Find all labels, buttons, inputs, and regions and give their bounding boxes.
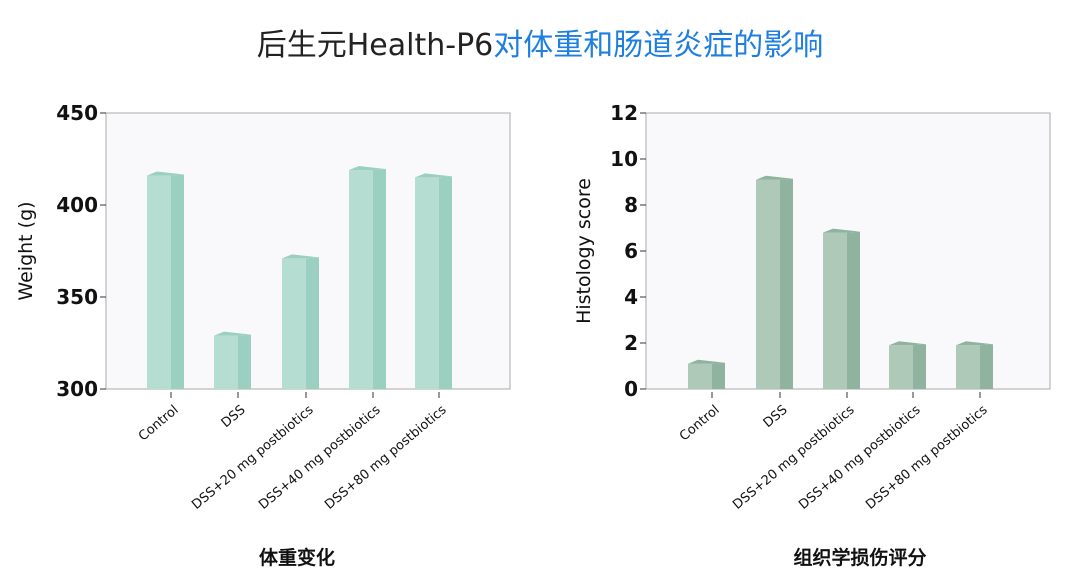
bar-side (439, 176, 452, 389)
bar-side (780, 178, 793, 389)
bar-top (147, 171, 184, 176)
bar-top (688, 359, 725, 364)
bar-front (956, 345, 980, 389)
bar-front (214, 335, 238, 389)
x-tick-label: DSS (761, 403, 791, 432)
bar-side (712, 362, 725, 389)
bar-side (238, 334, 251, 389)
x-tick-label: DSS+20 mg postbiotics (189, 402, 317, 512)
y-tick-label: 350 (56, 285, 98, 309)
x-tick-label: DSS+80 mg postbiotics (322, 402, 450, 512)
y-tick-label: 12 (610, 101, 638, 125)
y-tick-label: 300 (56, 377, 98, 401)
chart-1-title: 体重变化 (258, 547, 335, 569)
x-tick-label: Control (677, 403, 723, 445)
bar-side (373, 169, 386, 389)
bar-top (214, 331, 251, 336)
y-tick-label: 2 (624, 331, 638, 355)
bar-side (913, 344, 926, 389)
y-tick-label: 10 (610, 147, 638, 171)
bar-side (306, 257, 319, 389)
y-tick-label: 0 (624, 377, 638, 401)
y-tick-label: 8 (624, 193, 638, 217)
page-title: 后生元Health-P6对体重和肠道炎症的影响 (0, 20, 1080, 64)
bar-side (171, 174, 184, 389)
bar-top (282, 254, 319, 259)
bar-top (956, 341, 993, 346)
bar-front (349, 170, 373, 389)
title-part2: 对体重和肠道炎症的影响 (493, 28, 824, 63)
bar-front (823, 232, 847, 389)
x-tick-label: Control (136, 403, 182, 445)
chart-2-title: 组织学损伤评分 (793, 547, 927, 569)
x-tick-label: DSS (219, 403, 249, 432)
bar-top (889, 341, 926, 346)
bar-front (282, 258, 306, 389)
x-tick-label: DSS+80 mg postbiotics (863, 402, 991, 512)
x-tick-label: DSS+20 mg postbiotics (730, 402, 858, 512)
y-tick-label: 6 (624, 239, 638, 263)
bar-front (756, 179, 780, 389)
title-part1: 后生元Health-P6 (256, 28, 494, 63)
bar-top (349, 166, 386, 171)
y-tick-label: 450 (56, 101, 98, 125)
bar-front (147, 175, 171, 389)
bar-front (889, 345, 913, 389)
y-axis-label: Histology score (573, 178, 595, 324)
y-tick-label: 4 (624, 285, 638, 309)
x-tick-label: DSS+40 mg postbiotics (256, 402, 384, 512)
bar-side (980, 344, 993, 389)
bar-front (688, 363, 712, 389)
bar-front (415, 177, 439, 389)
y-tick-label: 400 (56, 193, 98, 217)
bar-top (756, 175, 793, 180)
y-axis-label: Weight (g) (15, 201, 37, 300)
x-tick-label: DSS+40 mg postbiotics (796, 402, 924, 512)
bar-top (823, 228, 860, 233)
bar-top (415, 173, 452, 178)
bar-side (847, 231, 860, 389)
